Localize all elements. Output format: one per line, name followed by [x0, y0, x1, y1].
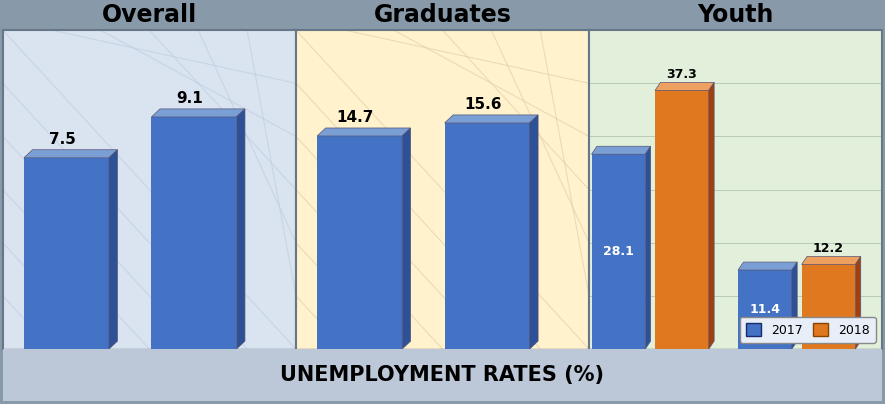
Bar	[738, 270, 792, 349]
Polygon shape	[529, 115, 538, 349]
Polygon shape	[24, 150, 118, 158]
Polygon shape	[792, 262, 797, 349]
Polygon shape	[317, 128, 411, 136]
Polygon shape	[655, 82, 714, 90]
Text: UNEMPLOYMENT RATES (%): UNEMPLOYMENT RATES (%)	[281, 365, 604, 385]
Polygon shape	[109, 150, 118, 349]
Text: 28.1: 28.1	[603, 245, 634, 258]
Bar	[655, 90, 709, 349]
Text: 14.7: 14.7	[336, 110, 374, 125]
Polygon shape	[802, 257, 861, 265]
Title: Overall: Overall	[102, 3, 197, 27]
Polygon shape	[151, 109, 245, 117]
Title: Graduates: Graduates	[373, 3, 512, 27]
Polygon shape	[855, 257, 861, 349]
Polygon shape	[236, 109, 245, 349]
Polygon shape	[738, 262, 797, 270]
Polygon shape	[444, 115, 538, 123]
Bar	[802, 265, 855, 349]
Polygon shape	[591, 146, 650, 154]
Bar	[444, 123, 529, 349]
Bar	[24, 158, 109, 349]
Text: 11.4: 11.4	[750, 303, 781, 316]
Text: 9.1: 9.1	[176, 91, 203, 106]
Bar	[151, 117, 236, 349]
Polygon shape	[645, 146, 650, 349]
Legend: 2017, 2018: 2017, 2018	[740, 317, 876, 343]
Bar	[317, 136, 402, 349]
Text: 12.2: 12.2	[813, 242, 844, 255]
Title: Youth: Youth	[697, 3, 773, 27]
Polygon shape	[402, 128, 411, 349]
Text: 7.5: 7.5	[49, 132, 76, 147]
Bar	[591, 154, 645, 349]
Text: 15.6: 15.6	[464, 97, 502, 112]
Polygon shape	[709, 82, 714, 349]
Text: 37.3: 37.3	[666, 68, 697, 81]
